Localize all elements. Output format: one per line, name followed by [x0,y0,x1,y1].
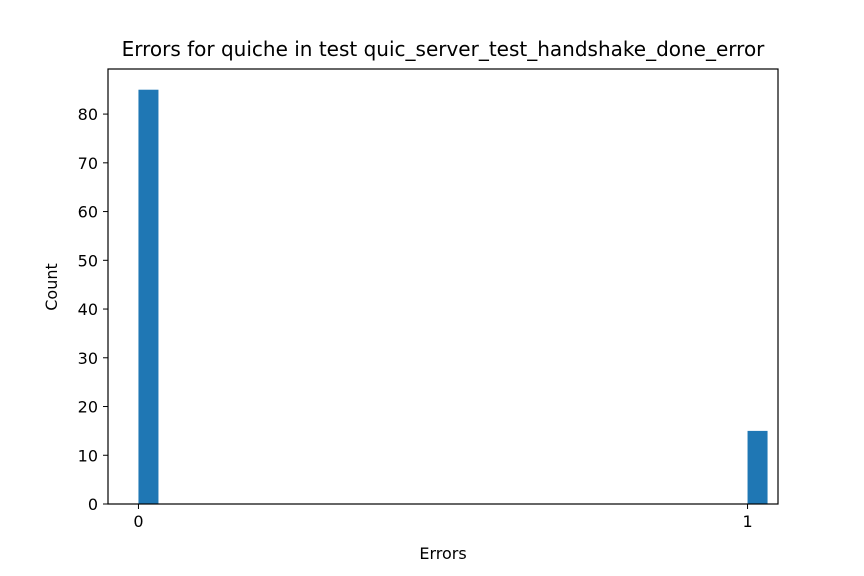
y-tick-label: 80 [78,105,98,124]
bar-1 [747,430,768,504]
y-tick-label: 30 [78,349,98,368]
y-tick-label: 40 [78,300,98,319]
y-tick-label: 10 [78,446,98,465]
bar-0 [138,89,159,504]
bars-group [138,89,768,504]
y-tick-label: 70 [78,154,98,173]
x-tick-label: 0 [133,512,143,531]
y-tick-label: 20 [78,398,98,417]
y-axis-ticks: 0 10 20 30 40 50 60 70 80 [78,105,108,514]
y-axis-label: Count [42,263,61,311]
y-tick-label: 0 [88,495,98,514]
chart-title: Errors for quiche in test quic_server_te… [122,37,766,61]
x-tick-label: 1 [742,512,752,531]
y-tick-label: 50 [78,251,98,270]
y-tick-label: 60 [78,203,98,222]
plot-area-frame [107,68,779,505]
x-axis-label: Errors [419,544,466,563]
